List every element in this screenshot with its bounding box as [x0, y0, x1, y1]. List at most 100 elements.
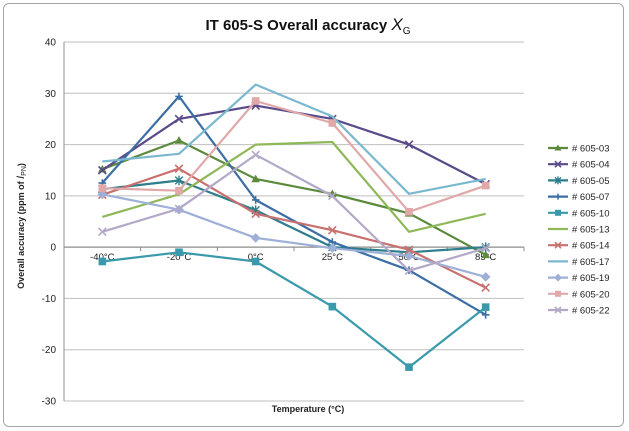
- legend-label: # 605-20: [572, 289, 610, 300]
- legend-item: # 605-20: [548, 289, 610, 300]
- x-tick-label: -40°C: [90, 252, 115, 263]
- chart-title-subscript: G: [403, 26, 411, 37]
- series-line: [102, 83, 486, 195]
- series-line: [102, 251, 487, 369]
- legend-label: # 605-13: [572, 225, 610, 236]
- series-11: [97, 150, 491, 276]
- data-point: [98, 257, 107, 266]
- data-point: [251, 150, 261, 160]
- legend: # 605-03 # 605-04 # 605-05 # 605-07 # 605-10…: [548, 144, 610, 317]
- series-1: [98, 136, 490, 259]
- series-7: [97, 164, 491, 293]
- y-axis-label-suffix: ): [16, 163, 26, 166]
- data-point: [251, 257, 260, 266]
- data-point: [175, 248, 183, 257]
- data-point: [327, 225, 337, 235]
- data-point: [174, 136, 184, 144]
- data-point: [555, 290, 561, 297]
- data-point: [174, 175, 184, 186]
- legend-item: # 605-04: [548, 160, 610, 171]
- y-tick-label: 30: [45, 89, 57, 100]
- data-point: [481, 311, 490, 319]
- y-axis-label-symbol: I: [15, 176, 27, 179]
- x-tick-label: -20°C: [167, 252, 192, 263]
- data-point: [174, 114, 184, 124]
- series-line: [102, 179, 486, 254]
- data-point: [481, 283, 491, 293]
- legend-label: # 605-04: [572, 160, 610, 171]
- series-line: [101, 153, 487, 272]
- data-point: [404, 140, 414, 149]
- data-point: [481, 250, 490, 259]
- data-point: [555, 209, 561, 216]
- legend-label: # 605-22: [572, 306, 610, 317]
- y-tick-label: -10: [42, 294, 57, 305]
- y-tick-label: -20: [42, 345, 57, 356]
- data-point: [174, 164, 184, 174]
- data-point: [251, 97, 260, 105]
- chart-title-text: IT 605-S Overall accuracy: [205, 17, 391, 34]
- data-point: [554, 176, 562, 185]
- legend-item: # 605-19: [548, 273, 610, 284]
- chart-title: IT 605-S Overall accuracy XG: [205, 15, 410, 37]
- y-tick-label: 40: [45, 38, 57, 49]
- legend-label: # 605-14: [572, 241, 610, 252]
- legend-label: # 605-10: [572, 208, 610, 219]
- data-point: [480, 272, 491, 282]
- data-point: [328, 302, 337, 311]
- data-point: [554, 160, 562, 168]
- data-point: [175, 186, 183, 195]
- data-point: [175, 92, 183, 101]
- x-axis-label: Temperature (°C): [272, 404, 344, 414]
- series-5: [98, 248, 490, 371]
- series-line: [101, 140, 486, 233]
- data-point: [98, 184, 107, 192]
- series-8: [102, 83, 486, 195]
- legend-label: # 605-19: [572, 273, 610, 284]
- data-point: [404, 251, 414, 261]
- y-tick-label: 10: [45, 191, 57, 202]
- legend-label: # 605-07: [572, 192, 610, 203]
- legend-label: # 605-17: [572, 257, 610, 268]
- series-6: [101, 140, 486, 233]
- data-point: [555, 193, 561, 200]
- data-point: [481, 243, 491, 253]
- legend-item: # 605-22: [548, 306, 610, 317]
- series-line: [101, 167, 487, 289]
- data-point: [554, 306, 562, 314]
- y-tick-label: 20: [45, 140, 57, 151]
- data-point: [327, 243, 338, 253]
- legend-item: # 605-17: [548, 257, 610, 268]
- data-point: [405, 363, 413, 371]
- data-point: [554, 241, 562, 249]
- data-point: [251, 209, 261, 219]
- legend-item: # 605-03: [548, 144, 610, 155]
- series-line: [102, 99, 487, 213]
- data-point: [174, 204, 184, 214]
- data-point: [97, 165, 107, 175]
- legend-item: # 605-05: [548, 176, 610, 187]
- data-point: [405, 207, 413, 216]
- legend-item: # 605-10: [548, 208, 610, 219]
- series-line: [101, 139, 487, 256]
- y-axis-label-text: Overall accuracy (ppm of: [16, 179, 26, 289]
- series-line: [102, 193, 486, 278]
- series-layer: [97, 83, 491, 371]
- legend-label: # 605-03: [572, 144, 610, 155]
- legend-item: # 605-07: [548, 192, 610, 203]
- y-tick-label: 0: [50, 243, 56, 254]
- data-point: [250, 233, 261, 243]
- data-point: [98, 164, 107, 173]
- legend-item: # 605-14: [548, 241, 610, 252]
- data-point: [327, 191, 337, 201]
- data-point: [404, 266, 414, 276]
- data-point: [328, 119, 337, 127]
- data-point: [251, 174, 260, 183]
- legend-label: # 605-05: [572, 176, 610, 187]
- data-point: [404, 245, 414, 255]
- data-point: [554, 144, 562, 151]
- y-axis-label-subscript: PN: [21, 166, 28, 176]
- chart-title-symbol: X: [390, 15, 403, 34]
- y-tick-label: -30: [42, 397, 57, 408]
